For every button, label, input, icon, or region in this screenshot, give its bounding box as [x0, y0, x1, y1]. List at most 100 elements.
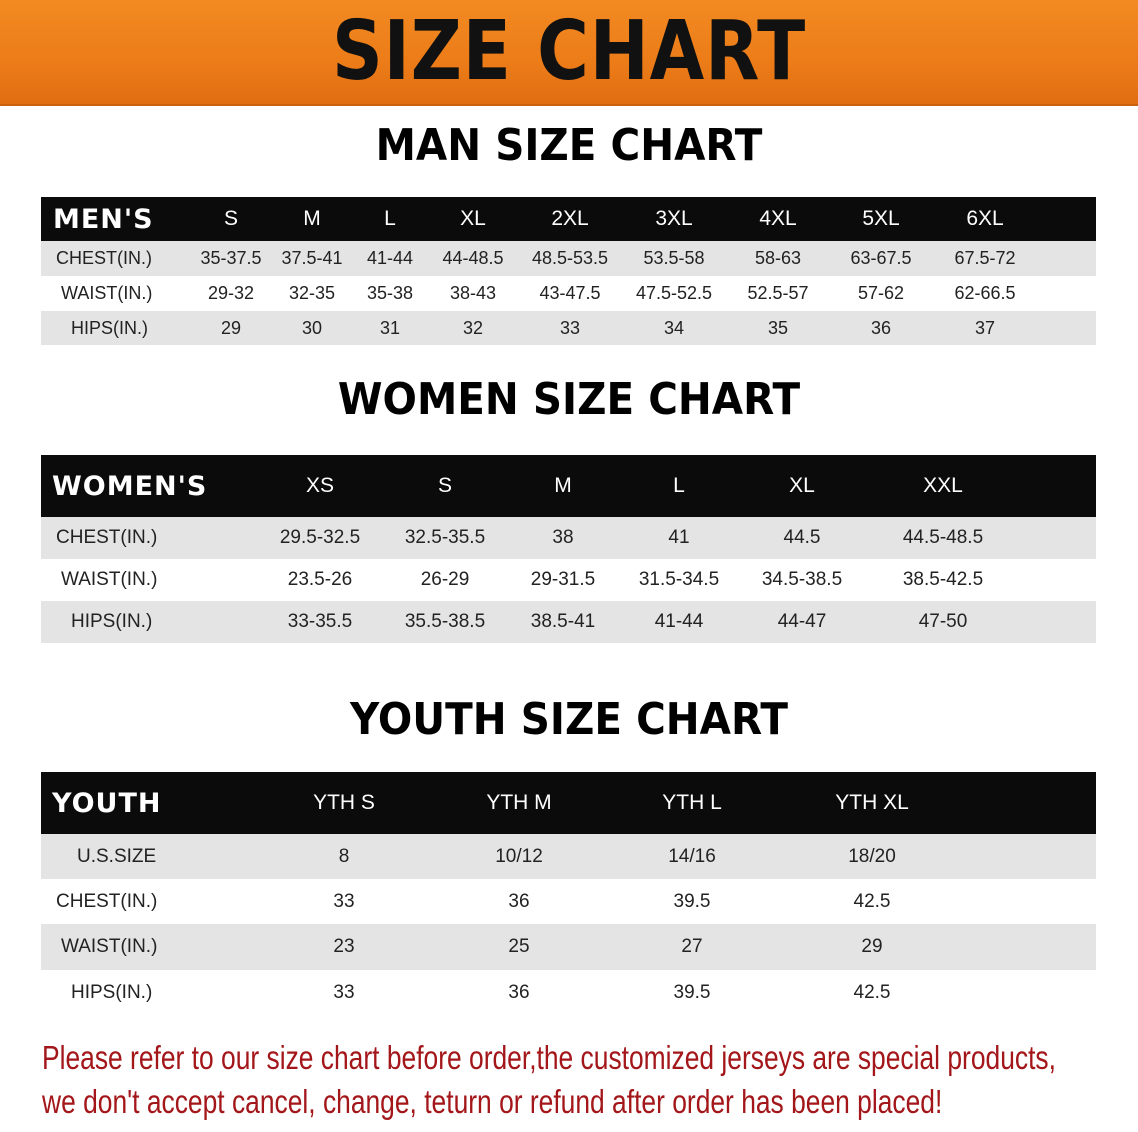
- table-row: CHEST(IN.) 33 36 39.5 42.5: [41, 879, 1096, 924]
- table-cell: 34.5-38.5: [761, 569, 843, 590]
- table-cell: 38: [552, 527, 574, 548]
- banner-title: SIZE CHART: [331, 4, 807, 99]
- table-row: HIPS(IN.) 33-35.5 35.5-38.5 38.5-41 41-44 44-…: [41, 601, 1096, 643]
- table-cell: 37: [974, 317, 996, 338]
- table-cell: 33: [559, 317, 581, 338]
- table-cell: 37.5-41: [281, 248, 343, 268]
- table-cell: 57-62: [857, 283, 905, 303]
- size-header-cell: XL: [789, 474, 815, 497]
- table-cell: 39.5: [673, 890, 711, 912]
- size-header-cell: S: [437, 474, 453, 497]
- size-header-cell: YTH M: [486, 791, 552, 814]
- row-label: WAIST(IN.): [61, 283, 153, 303]
- table-cell: 34: [663, 317, 685, 338]
- size-header-cell: 4XL: [759, 207, 797, 230]
- table-cell: 36: [508, 981, 530, 1003]
- table-cell: 44.5-48.5: [902, 527, 984, 548]
- table-cell: 27: [681, 936, 703, 957]
- size-header-cell: YTH XL: [835, 791, 909, 814]
- table-cell: 67.5-72: [954, 248, 1016, 268]
- table-cell: 42.5: [853, 981, 891, 1003]
- table-row: CHEST(IN.) 29.5-32.5 32.5-35.5 38 41 44.5 44.5…: [41, 517, 1096, 559]
- table-cell: 32: [462, 317, 484, 338]
- table-cell: 42.5: [853, 890, 891, 912]
- table-cell: 23.5-26: [287, 569, 353, 590]
- row-label: CHEST(IN.): [56, 527, 158, 548]
- table-cell: 30: [301, 317, 323, 338]
- row-label: HIPS(IN.): [71, 981, 153, 1003]
- row-label: HIPS(IN.): [71, 317, 149, 338]
- table-cell: 18/20: [848, 845, 896, 867]
- table-cell: 29-31.5: [530, 569, 596, 590]
- row-label: U.S.SIZE: [77, 845, 157, 867]
- table-cell: 35: [767, 317, 789, 338]
- table-cell: 36: [508, 890, 530, 912]
- table-row: CHEST(IN.) 35-37.5 37.5-41 41-44 44-48.5 48.5…: [41, 241, 1096, 276]
- table-title-cell: YOUTH: [52, 787, 162, 819]
- size-header-cell: 6XL: [966, 207, 1004, 230]
- table-cell: 38.5-41: [530, 611, 596, 632]
- table-row: U.S.SIZE 8 10/12 14/16 18/20: [41, 834, 1096, 879]
- banner: SIZE CHART: [0, 0, 1138, 106]
- table-cell: 44-47: [777, 611, 827, 632]
- notice-line-2: we don't accept cancel, change, teturn o…: [42, 1083, 943, 1120]
- table-cell: 36: [870, 317, 892, 338]
- youth-section-title: YOUTH SIZE CHART: [350, 694, 788, 745]
- table-cell: 10/12: [495, 845, 543, 867]
- table-cell: 38.5-42.5: [902, 569, 984, 590]
- table-title-cell: MEN'S: [53, 203, 154, 235]
- men-section-title: MAN SIZE CHART: [375, 120, 763, 171]
- row-label: CHEST(IN.): [56, 890, 158, 912]
- row-label: WAIST(IN.): [61, 936, 158, 957]
- table-cell: 23: [333, 936, 355, 957]
- table-cell: 29-32: [207, 283, 255, 303]
- women-section-title: WOMEN SIZE CHART: [337, 374, 801, 425]
- table-cell: 41: [668, 527, 690, 548]
- table-row: WAIST(IN.) 23 25 27 29: [41, 924, 1096, 970]
- table-cell: 47.5-52.5: [635, 283, 713, 303]
- table-cell: 32.5-35.5: [404, 527, 486, 548]
- table-cell: 31.5-34.5: [638, 569, 720, 590]
- table-cell: 47-50: [918, 611, 968, 632]
- table-cell: 31: [379, 317, 401, 338]
- table-cell: 44.5: [783, 527, 821, 548]
- table-cell: 35-37.5: [200, 248, 262, 268]
- table-row: HIPS(IN.) 29 30 31 32 33 34 35 36 37: [41, 311, 1096, 345]
- table-row: WAIST(IN.) 23.5-26 26-29 29-31.5 31.5-34.5 34…: [41, 559, 1096, 601]
- table-cell: 8: [338, 845, 350, 867]
- table-row: HIPS(IN.) 33 36 39.5 42.5: [41, 970, 1096, 1015]
- row-label: HIPS(IN.): [71, 611, 153, 632]
- size-header-cell: L: [384, 207, 396, 230]
- table-cell: 52.5-57: [747, 283, 809, 303]
- table-cell: 58-63: [754, 248, 802, 268]
- size-header-cell: YTH L: [662, 791, 722, 814]
- size-header-cell: 5XL: [862, 207, 900, 230]
- size-header-cell: M: [303, 207, 321, 230]
- size-header-cell: XL: [460, 207, 486, 230]
- table-cell: 26-29: [420, 569, 470, 590]
- table-cell: 48.5-53.5: [531, 248, 609, 268]
- women-header-row: WOMEN'S XS S M L XL XXL: [41, 455, 1096, 517]
- table-cell: 38-43: [449, 283, 497, 303]
- table-title-cell: WOMEN'S: [52, 470, 208, 502]
- size-header-cell: L: [673, 474, 685, 497]
- table-cell: 32-35: [288, 283, 336, 303]
- table-cell: 29.5-32.5: [279, 527, 361, 548]
- table-cell: 29: [220, 317, 242, 338]
- size-header-cell: 3XL: [655, 207, 693, 230]
- table-cell: 41-44: [366, 248, 414, 268]
- table-cell: 14/16: [668, 845, 716, 867]
- men-header-row: MEN'S S M L XL 2XL 3XL 4XL 5XL 6XL: [41, 197, 1096, 241]
- table-cell: 33-35.5: [287, 611, 353, 632]
- table-cell: 44-48.5: [442, 248, 504, 268]
- table-row: WAIST(IN.) 29-32 32-35 35-38 38-43 43-47.5 47.…: [41, 276, 1096, 311]
- table-cell: 43-47.5: [539, 283, 601, 303]
- table-cell: 33: [333, 890, 355, 912]
- table-cell: 29: [861, 936, 883, 957]
- size-header-cell: XS: [305, 474, 335, 497]
- table-cell: 35.5-38.5: [404, 611, 486, 632]
- table-cell: 35-38: [366, 283, 414, 303]
- table-cell: 53.5-58: [643, 248, 705, 268]
- table-cell: 41-44: [654, 611, 704, 632]
- size-header-cell: S: [223, 207, 239, 230]
